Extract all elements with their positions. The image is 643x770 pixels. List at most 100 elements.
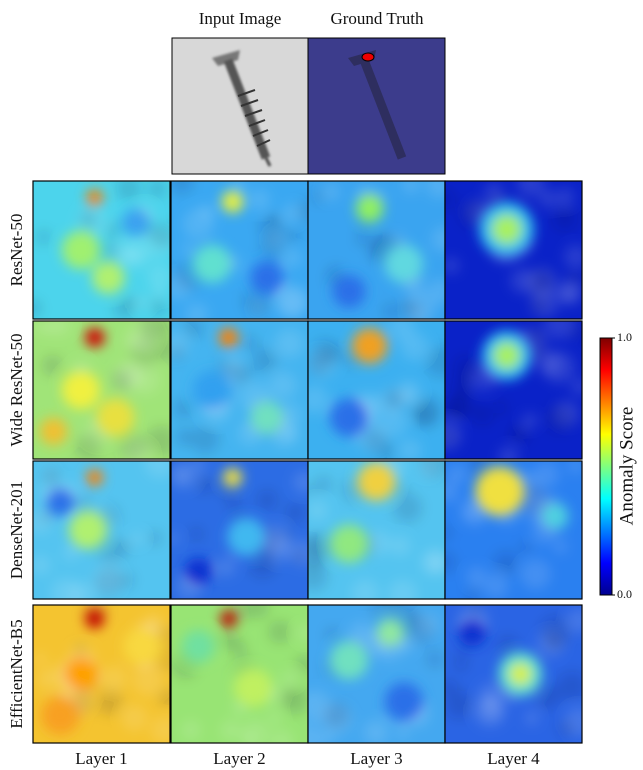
- texture-blob: [571, 378, 589, 396]
- hot-spot: [222, 191, 244, 213]
- hot-spot: [62, 231, 100, 269]
- texture-blob: [539, 189, 558, 208]
- hot-spot: [86, 189, 102, 205]
- column-label: Layer 3: [350, 749, 402, 768]
- texture-blob: [121, 705, 147, 731]
- texture-blob: [270, 729, 294, 753]
- texture-blob: [36, 230, 51, 245]
- heatmap: [435, 169, 588, 319]
- texture-blob: [544, 351, 576, 383]
- hot-spot: [96, 398, 134, 436]
- texture-blob: [410, 395, 442, 427]
- heatmap: [33, 597, 183, 743]
- texture-blob: [427, 651, 443, 667]
- texture-blob: [241, 719, 270, 748]
- heatmap: [162, 318, 308, 459]
- texture-blob: [446, 464, 467, 485]
- ground-truth: [308, 38, 445, 174]
- texture-blob: [176, 428, 193, 445]
- hot-spot: [220, 611, 236, 627]
- texture-blob: [258, 214, 285, 241]
- texture-blob: [322, 702, 349, 729]
- hot-spot: [69, 511, 107, 549]
- texture-blob: [182, 208, 214, 240]
- heatmap: [24, 176, 175, 320]
- texture-blob: [553, 539, 567, 553]
- hot-spot: [40, 418, 67, 445]
- texture-blob: [44, 322, 56, 334]
- texture-blob: [176, 468, 189, 481]
- colorbar-tick-label: 0.0: [617, 587, 632, 601]
- hot-spot: [493, 342, 520, 369]
- colorbar-tick-label: 1.0: [617, 330, 632, 344]
- texture-blob: [567, 270, 583, 286]
- hot-spot: [92, 261, 125, 294]
- texture-blob: [528, 327, 543, 342]
- texture-blob: [181, 720, 201, 740]
- hot-spot: [352, 328, 388, 364]
- texture-blob: [31, 555, 50, 574]
- hot-spot: [182, 630, 215, 663]
- texture-blob: [421, 549, 446, 574]
- heatmap: [301, 314, 457, 462]
- texture-blob: [520, 542, 533, 555]
- texture-blob: [467, 566, 487, 586]
- texture-blob: [262, 525, 290, 553]
- texture-blob: [116, 176, 142, 202]
- hot-spot: [357, 463, 395, 501]
- heatmap: [308, 171, 457, 323]
- texture-blob: [479, 683, 503, 707]
- texture-blob: [173, 398, 193, 418]
- texture-blob: [419, 459, 436, 476]
- hot-spot: [123, 627, 161, 665]
- texture-blob: [384, 389, 405, 410]
- texture-blob: [148, 179, 167, 198]
- texture-blob: [383, 304, 399, 320]
- texture-blob: [315, 476, 332, 493]
- texture-blob: [131, 532, 144, 545]
- texture-blob: [148, 297, 167, 316]
- hot-spot: [459, 619, 486, 646]
- hot-spot: [223, 468, 242, 487]
- hot-spot: [541, 503, 568, 530]
- colorbar: [600, 338, 612, 595]
- heatmap: [165, 169, 320, 326]
- row-label: Wide ResNet-50: [7, 333, 26, 446]
- texture-blob: [191, 425, 219, 453]
- texture-blob: [472, 404, 493, 425]
- texture-blob: [96, 687, 125, 716]
- texture-blob: [282, 204, 301, 223]
- hot-spot: [250, 401, 283, 434]
- texture-blob: [181, 242, 193, 254]
- texture-blob: [109, 241, 131, 263]
- texture-blob: [253, 347, 279, 373]
- hot-spot: [85, 609, 104, 628]
- texture-blob: [444, 398, 465, 419]
- texture-blob: [276, 284, 308, 316]
- texture-blob: [323, 183, 340, 200]
- hot-spot: [333, 275, 366, 308]
- texture-blob: [195, 474, 214, 493]
- texture-blob: [395, 483, 407, 495]
- hot-spot: [234, 669, 272, 707]
- heatmap: [295, 595, 445, 752]
- hot-spot: [219, 328, 238, 347]
- texture-blob: [364, 720, 389, 745]
- texture-blob: [282, 671, 297, 686]
- row-label: EfficientNet-B5: [7, 619, 26, 728]
- hot-spot: [356, 195, 383, 222]
- row-label: ResNet-50: [7, 214, 26, 287]
- texture-blob: [147, 264, 172, 289]
- texture-blob: [268, 712, 281, 725]
- texture-blob: [74, 432, 102, 460]
- hot-spot: [377, 619, 404, 646]
- texture-blob: [189, 527, 203, 541]
- texture-blob: [390, 536, 410, 556]
- texture-blob: [268, 620, 292, 644]
- texture-blob: [534, 462, 559, 487]
- texture-blob: [257, 490, 278, 511]
- texture-blob: [147, 531, 162, 546]
- heatmap: [171, 596, 314, 754]
- hot-spot: [86, 469, 102, 485]
- texture-blob: [93, 565, 123, 595]
